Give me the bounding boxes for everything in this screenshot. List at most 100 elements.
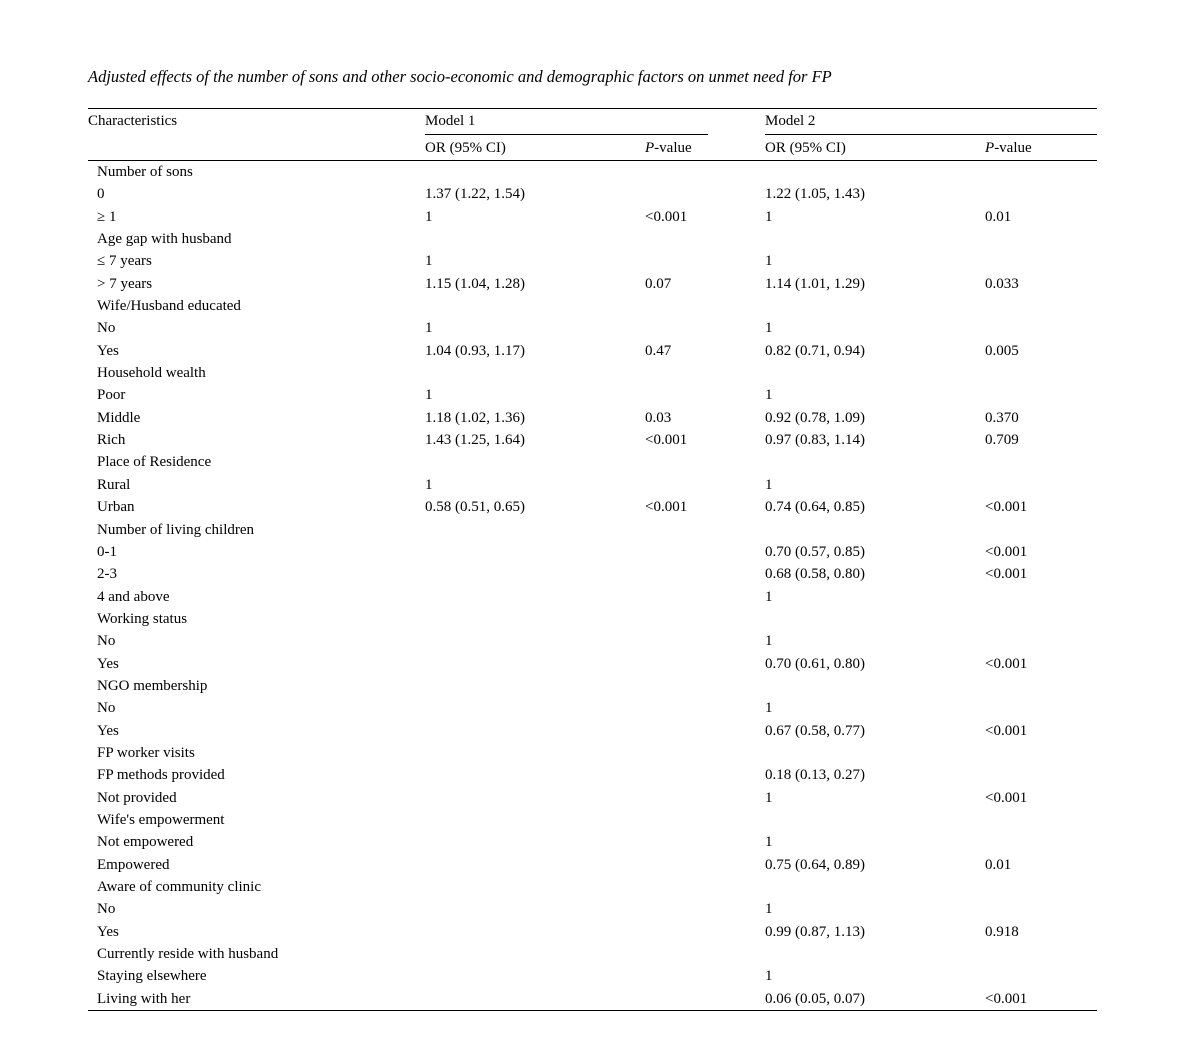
cell-model2-pvalue [985,250,1097,272]
row-label: ≥ 1 [97,208,117,225]
cell-model1-pvalue: <0.001 [645,432,688,449]
cell-model1-or: 1 [425,320,433,337]
cell-model2-or: 0.74 (0.64, 0.85) [765,499,866,516]
cell-model1-pvalue [645,161,765,184]
cell-model1-pvalue [645,451,765,473]
cell-model1-pvalue [645,876,765,898]
cell-model1-or: 1 [425,476,433,493]
cell-model2-pvalue [985,697,1097,719]
pvalue-suffix: -value [994,139,1032,156]
table-row: ≤ 7 years 1 1 [88,250,1097,272]
cell-model2-or: 0.97 (0.83, 1.14) [765,432,866,449]
cell-model1-pvalue [645,586,765,608]
cell-model1-or [425,675,645,697]
cell-model2-pvalue [985,474,1097,496]
cell-model2-or: 0.06 (0.05, 0.07) [765,990,866,1007]
row-label: Poor [97,387,126,404]
model2-spanner-label: Model 2 [765,109,1098,135]
table-row: Staying elsewhere 1 [88,965,1097,987]
category-row: NGO membership [88,675,1097,697]
category-label: Working status [97,610,188,627]
cell-model2-or: 0.70 (0.57, 0.85) [765,543,866,560]
category-label: Number of sons [97,164,193,180]
cell-model2-or [765,876,985,898]
cell-model2-pvalue: <0.001 [985,990,1028,1007]
table-row: Rich 1.43 (1.25, 1.64) <0.001 0.97 (0.83, 1… [88,429,1097,451]
cell-model1-pvalue [645,250,765,272]
cell-model1-or [425,965,645,987]
cell-model2-or: 0.82 (0.71, 0.94) [765,342,866,359]
table-row: Poor 1 1 [88,384,1097,406]
column-header-model1-or: OR (95% CI) [425,135,645,161]
table-row: No 1 1 [88,317,1097,339]
table-row: 0-1 0.70 (0.57, 0.85) <0.001 [88,541,1097,563]
cell-model2-or [765,742,985,764]
cell-model2-or: 0.67 (0.58, 0.77) [765,722,866,739]
cell-model2-or: 1 [765,476,773,493]
cell-model1-pvalue [645,697,765,719]
row-label: No [97,901,116,918]
cell-model1-pvalue [645,653,765,675]
category-row: Number of living children [88,519,1097,541]
cell-model2-or [765,451,985,473]
row-label: 0-1 [97,543,117,560]
cell-model2-or: 1 [765,320,773,337]
cell-model1-or [425,586,645,608]
category-row: Number of sons [88,161,1097,184]
cell-model1-pvalue [645,965,765,987]
row-label: Middle [97,409,141,426]
cell-model2-pvalue [985,608,1097,630]
cell-model1-or [425,988,645,1011]
pvalue-italic-p: P [645,139,655,156]
cell-model1-pvalue: 0.07 [645,275,672,292]
table-row: 4 and above 1 [88,586,1097,608]
category-label: Household wealth [97,365,206,382]
category-row: FP worker visits [88,742,1097,764]
category-label: Wife's empowerment [97,811,225,828]
category-row: Currently reside with husband [88,943,1097,965]
cell-model1-pvalue: <0.001 [645,208,688,225]
table-row: Yes 0.67 (0.58, 0.77) <0.001 [88,720,1097,742]
table-row: 0 1.37 (1.22, 1.54) 1.22 (1.05, 1.43) [88,183,1097,205]
column-group-model1: Model 1 [425,109,765,135]
row-label: ≤ 7 years [97,253,152,270]
results-table-container: Characteristics Model 1 Model 2 OR (95% … [88,108,1098,1012]
cell-model1-or: 1 [425,387,433,404]
row-label: 4 and above [97,588,170,605]
category-label: FP worker visits [97,744,195,761]
cell-model2-or: 0.68 (0.58, 0.80) [765,566,866,583]
cell-model2-pvalue [985,586,1097,608]
cell-model1-pvalue [645,787,765,809]
cell-model1-pvalue [645,854,765,876]
category-label: Place of Residence [97,454,212,471]
cell-model2-pvalue [985,161,1097,184]
cell-model1-pvalue [645,675,765,697]
cell-model2-or: 1 [765,968,773,985]
category-label: Age gap with husband [97,231,232,248]
cell-model2-or: 0.99 (0.87, 1.13) [765,923,866,940]
cell-model2-pvalue [985,943,1097,965]
cell-model1-or: 1 [425,208,433,225]
table-row: Yes 0.99 (0.87, 1.13) 0.918 [88,921,1097,943]
cell-model2-or [765,295,985,317]
category-label: NGO membership [97,677,208,694]
row-label: No [97,633,116,650]
cell-model2-pvalue [985,317,1097,339]
cell-model1-or [425,742,645,764]
header-spanner-row: Characteristics Model 1 Model 2 [88,108,1098,161]
cell-model2-pvalue [985,519,1097,541]
table-row: No 1 [88,898,1097,920]
table-row: Middle 1.18 (1.02, 1.36) 0.03 0.92 (0.78, 1… [88,407,1097,429]
category-row: Age gap with husband [88,228,1097,250]
table-row: FP methods provided 0.18 (0.13, 0.27) [88,764,1097,786]
column-header-model2-pvalue: P-value [985,135,1098,161]
cell-model2-pvalue: <0.001 [985,566,1028,583]
column-header-model2-or: OR (95% CI) [765,135,986,161]
cell-model1-or: 0.58 (0.51, 0.65) [425,499,525,516]
cell-model2-or [765,943,985,965]
cell-model2-or: 1 [765,588,773,605]
cell-model1-pvalue [645,720,765,742]
cell-model1-or [425,943,645,965]
cell-model1-pvalue [645,742,765,764]
